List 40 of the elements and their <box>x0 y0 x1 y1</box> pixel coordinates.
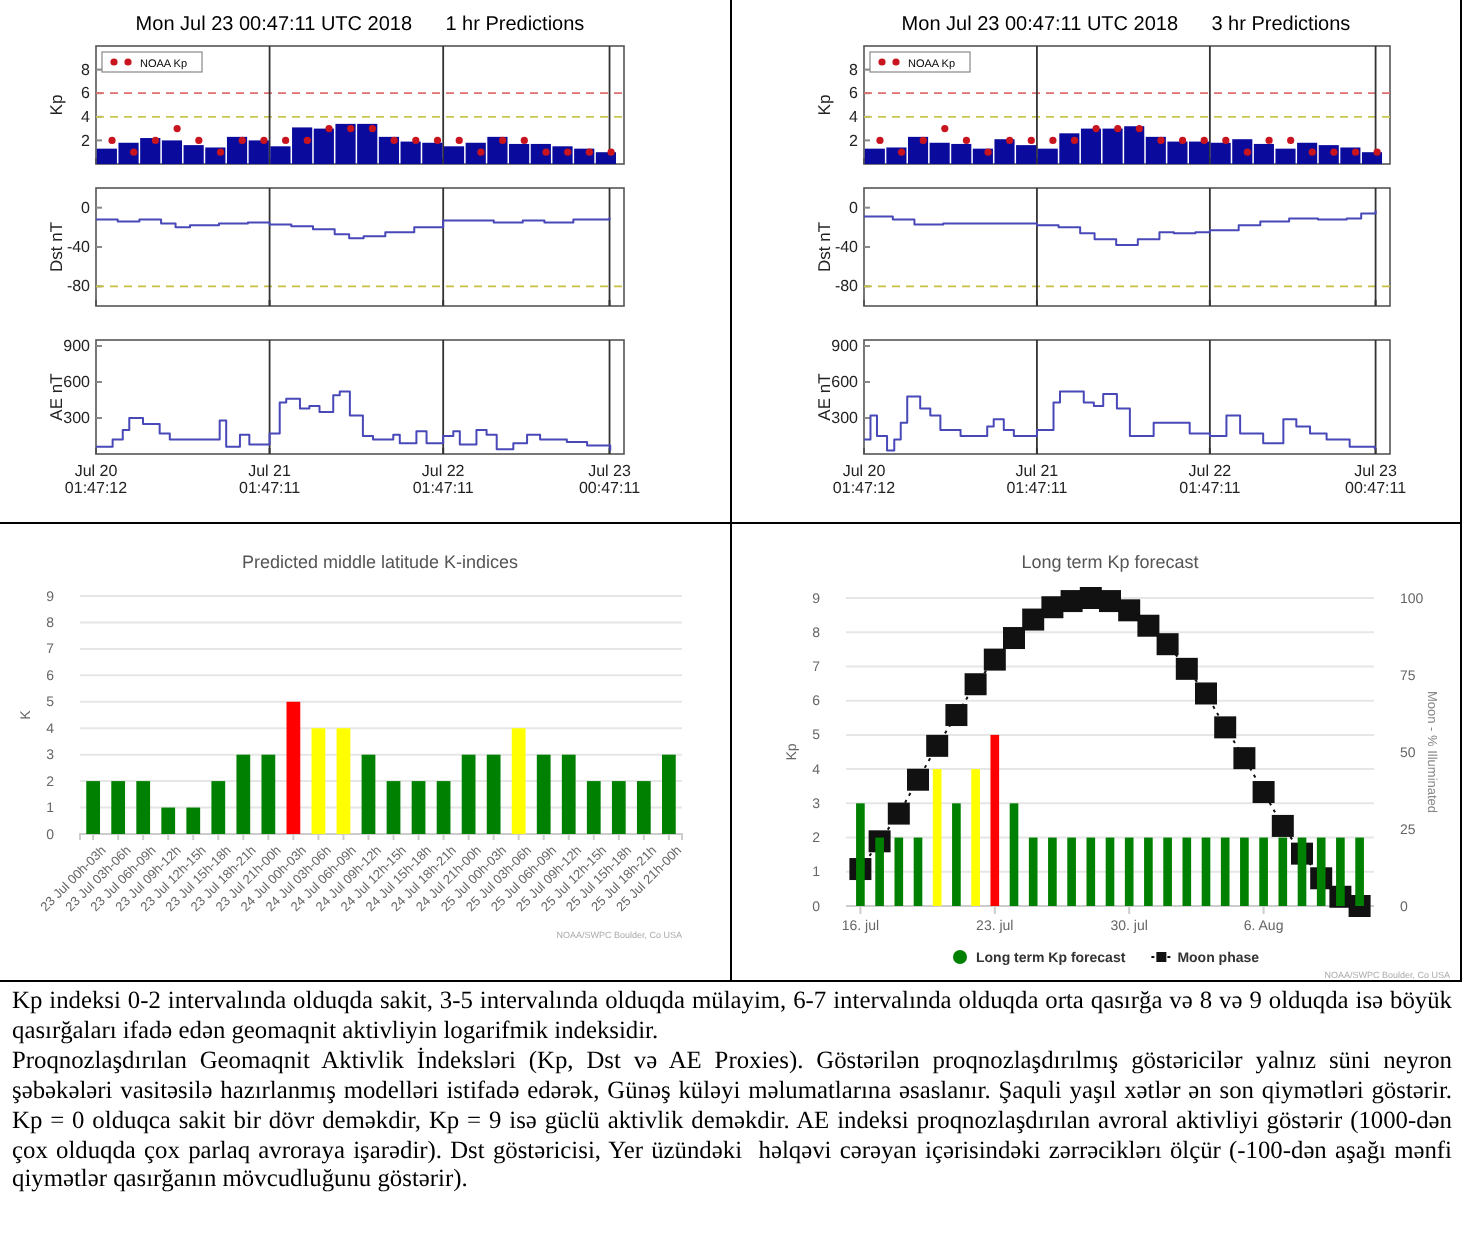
y-tick-label: -40 <box>834 238 860 257</box>
x-tick-label: Jul 21 01:47:11 <box>239 462 302 497</box>
y-tick-label: 6 <box>81 84 92 103</box>
y-tick-label: 600 <box>63 373 92 392</box>
y-tick-label: 300 <box>831 409 860 428</box>
y-tick-label: 300 <box>63 409 92 428</box>
y-tick-label: 900 <box>63 337 92 356</box>
y-tick-label: 4 <box>849 107 860 126</box>
y-tick-label: 8 <box>849 60 860 79</box>
text: Kp indeksi 0-2 intervalında olduqda sakit, 3-5 intervalında olduqda mülayim, 6-7 intervalında olduqda orta qasırğa və 8 və 9 olduqda isə böyük qasırğaları ifadə edən geomaqnit aktivliyin logarifmik indeksidir. <box>12 986 1452 1046</box>
x-tick-label: Jul 20 01:47:12 <box>64 462 129 497</box>
y-tick-label: -80 <box>834 277 860 296</box>
x-tick-label: Jul 22 01:47:11 <box>1179 462 1242 497</box>
y-tick-label: -40 <box>66 238 92 257</box>
y-axis-title: AE nT <box>814 373 834 421</box>
y-axis-title: Kp <box>814 94 834 116</box>
y-tick-label: 2 <box>81 131 92 150</box>
chart-title: Mon Jul 23 00:47:11 UTC 2018 1 hr Predictions <box>135 14 585 36</box>
y-tick-label: 0 <box>81 198 92 217</box>
y-tick-label: 0 <box>849 198 860 217</box>
y-axis-title: AE nT <box>46 373 66 421</box>
x-tick-label: Jul 22 01:47:11 <box>412 462 475 497</box>
x-tick-label: Jul 20 01:47:12 <box>832 462 897 497</box>
y-tick-label: 6 <box>849 84 860 103</box>
y-axis-title: Dst nT <box>46 221 66 273</box>
x-tick-label: Jul 23 00:47:11 <box>578 462 642 497</box>
x-tick-label: Jul 21 01:47:11 <box>1006 462 1069 497</box>
text: Proqnozlaşdırılan Geomaqnit Aktivlik İndeksləri (Kp, Dst və AE Proxies). Göstərilən proqnozlaşdırılmış göstəricilər yalnız süni neyron şəbəkələri vasitəsilə hazırlanmış modelləri istifadə edərək, Günəş küləyi məlumatlarına əsaslanır. Şaquli yaşıl xətlər ən son qiymətləri göstərir. Kp = 0 olduqca sakit bir dövr deməkdir, Kp = 9 isə güclü aktivlik deməkdir. AE indeksi proqnozlaşdırılan avroral aktivliyi göstərir (1000-dən çox olduqda çox parlaq avroraya işarədir). Dst göstəricisi, Yer üzündəki həlqəvi cərəyan içərisindəki zərrəciklərı ölçür (-100-dən aşağı mənfi qiymətlər qasırğanın mövcudluğunu göstərir). <box>12 1045 1452 1195</box>
chart-title: Predicted middle latitude K-indices <box>241 552 520 572</box>
y-tick-label: 600 <box>831 373 860 392</box>
y-axis-title: Kp <box>46 94 66 116</box>
x-tick-label: Jul 23 00:47:11 <box>1345 462 1408 497</box>
y-tick-label: 8 <box>81 60 92 79</box>
chart-title: Mon Jul 23 00:47:11 UTC 2018 3 hr Predictions <box>901 14 1351 36</box>
y-tick-label: 2 <box>849 131 860 150</box>
y-tick-label: 4 <box>81 107 92 126</box>
y-axis-title: Dst nT <box>814 221 834 273</box>
y-tick-label: 900 <box>831 337 860 356</box>
chart-title: Long term Kp forecast <box>1021 552 1200 572</box>
y-tick-label: -80 <box>66 277 92 296</box>
